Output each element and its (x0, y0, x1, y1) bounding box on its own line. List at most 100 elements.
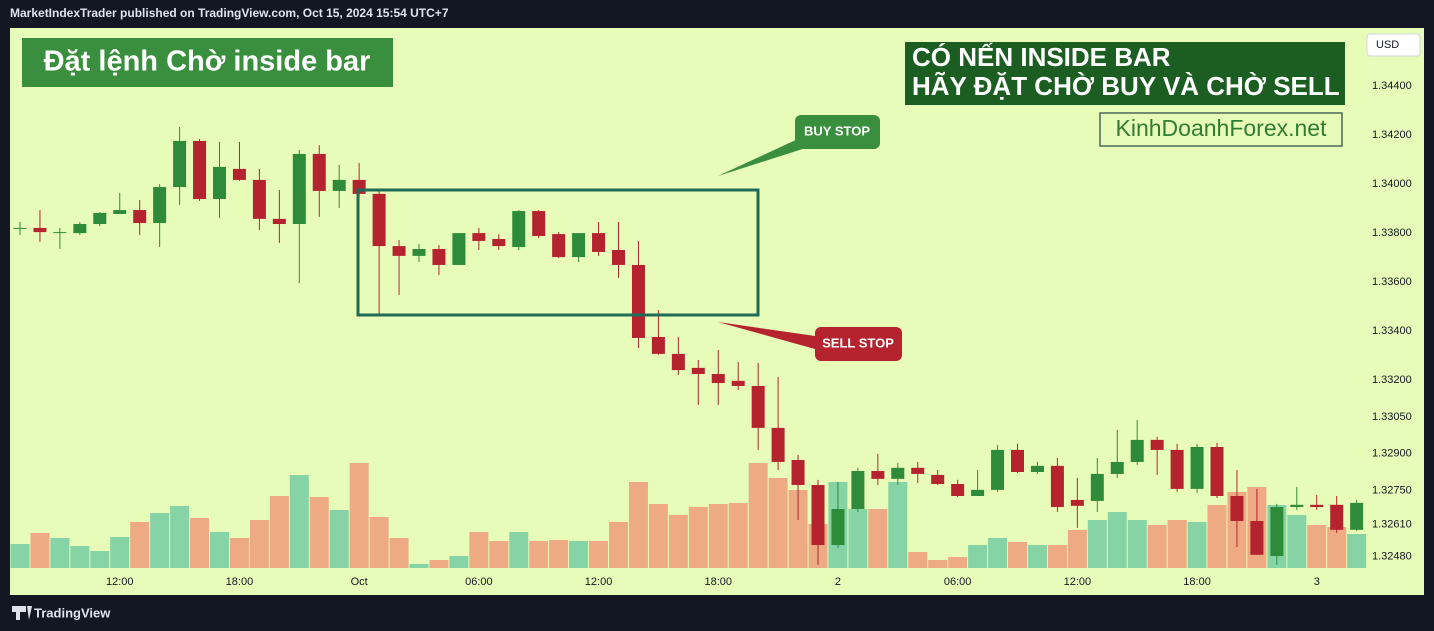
candle-body (33, 227, 47, 233)
callout-tail (718, 322, 822, 351)
volume-bar (589, 541, 609, 568)
volume-bar (529, 541, 549, 568)
volume-bar (429, 560, 449, 568)
candle-body (332, 179, 346, 191)
candle-body (1070, 499, 1084, 506)
publish-info: MarketIndexTrader published on TradingVi… (10, 6, 449, 20)
candle-body (831, 508, 845, 546)
volume-bar (968, 545, 988, 568)
candle-body (173, 140, 187, 188)
volume-bar (70, 546, 90, 568)
volume-bar (688, 507, 708, 568)
candle-body (771, 427, 785, 462)
candle-body (971, 489, 985, 497)
volume-bar (329, 510, 349, 568)
x-tick-label: 18:00 (226, 576, 254, 588)
y-tick-label: 1.34200 (1372, 129, 1412, 141)
volume-bar (10, 544, 30, 568)
volume-bar (150, 513, 170, 568)
candle-body (1250, 520, 1264, 555)
candle-body (991, 449, 1005, 490)
candle-body (93, 212, 107, 225)
candle-body (572, 233, 586, 258)
volume-bar (728, 503, 748, 568)
candle-body (1090, 473, 1104, 501)
volume-bar (1027, 545, 1047, 568)
candle-body (931, 474, 945, 484)
chart-title: Đặt lệnh Chờ inside bar (44, 46, 371, 78)
candle-body (592, 233, 606, 252)
candle-body (472, 233, 486, 241)
y-tick-label: 1.33050 (1372, 411, 1412, 423)
volume-bar (469, 532, 489, 568)
title-box (22, 38, 393, 87)
y-tick-label: 1.34400 (1372, 80, 1412, 92)
candle-body (671, 353, 685, 371)
candle-body (791, 459, 805, 485)
volume-bar (748, 463, 768, 568)
volume-bar (50, 538, 70, 568)
candle-body (193, 140, 207, 200)
x-tick-label: 3 (1314, 576, 1320, 588)
candle-body (372, 193, 386, 247)
volume-bar (708, 504, 728, 568)
candle-body (232, 168, 246, 180)
volume-bar (309, 497, 329, 568)
candle-body (891, 467, 905, 479)
volume-bar (110, 537, 130, 568)
y-tick-label: 1.33400 (1372, 325, 1412, 337)
y-tick-label: 1.33800 (1372, 227, 1412, 239)
x-tick-label: 12:00 (106, 576, 134, 588)
x-tick-label: 18:00 (1183, 576, 1211, 588)
x-tick-label: 18:00 (704, 576, 732, 588)
volume-bar (549, 540, 569, 568)
volume-bar (130, 522, 150, 568)
volume-bar (888, 482, 908, 568)
volume-bar (349, 463, 369, 568)
sell-label: SELL STOP (822, 335, 894, 350)
candle-body (911, 467, 925, 474)
volume-bar (409, 564, 429, 568)
candle-body (13, 227, 27, 229)
candle-body (1011, 449, 1024, 472)
buy-callout (795, 115, 880, 149)
volume-bar (1287, 515, 1307, 568)
candle-body (432, 249, 446, 265)
volume-bar (1147, 525, 1167, 568)
candle-body (691, 367, 705, 374)
candle-body (751, 385, 765, 428)
volume-bar (848, 509, 868, 568)
volume-bar (1167, 520, 1187, 568)
volume-bar (648, 504, 668, 568)
volume-bar (1087, 520, 1107, 568)
note-box (905, 42, 1345, 105)
candle-body (951, 483, 965, 497)
volume-bar (988, 538, 1008, 568)
candle-body (512, 211, 526, 248)
volume-bar (289, 475, 309, 568)
volume-bar (908, 552, 928, 568)
candle-body (1210, 446, 1224, 497)
volume-bar (449, 556, 469, 568)
candle-body (612, 249, 625, 265)
volume-bar (1327, 527, 1347, 568)
website: KinhDoanhForex.net (1116, 115, 1328, 141)
candle-body (1150, 439, 1164, 450)
candle-body (731, 380, 745, 386)
candle-body (1030, 465, 1044, 472)
candle-body (851, 471, 865, 509)
volume-bar (229, 538, 249, 568)
buy-label: BUY STOP (804, 123, 870, 138)
candle-body (1290, 504, 1304, 508)
candle-body (292, 153, 306, 225)
volume-bar (249, 520, 269, 568)
candle-body (1350, 502, 1364, 530)
candle-body (272, 218, 286, 225)
volume-bar (1307, 525, 1327, 568)
candle-body (153, 187, 167, 224)
candle-body (1190, 446, 1204, 489)
candle-body (532, 211, 546, 237)
candle-body (871, 471, 885, 479)
volume-bar (1047, 545, 1067, 568)
